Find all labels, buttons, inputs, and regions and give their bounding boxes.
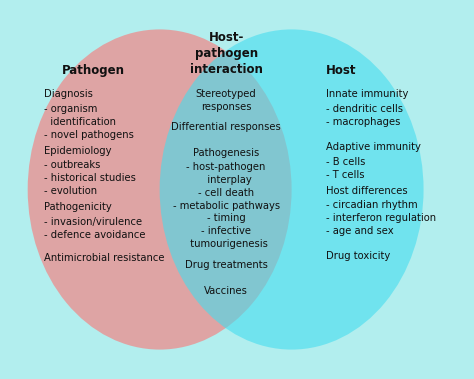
Text: - host-pathogen
  interplay
- cell death
- metabolic pathways
- timing
- infecti: - host-pathogen interplay - cell death -… — [173, 162, 280, 249]
Text: Epidemiology: Epidemiology — [44, 146, 111, 156]
Text: - circadian rhythm
- interferon regulation
- age and sex: - circadian rhythm - interferon regulati… — [326, 200, 436, 236]
Text: Host-
pathogen
interaction: Host- pathogen interaction — [190, 31, 263, 76]
Text: Vaccines: Vaccines — [204, 286, 248, 296]
Text: Diagnosis: Diagnosis — [44, 89, 92, 99]
Text: Differential responses: Differential responses — [171, 122, 281, 132]
Text: - outbreaks
- historical studies
- evolution: - outbreaks - historical studies - evolu… — [44, 160, 136, 196]
Text: - organism
  identification
- novel pathogens: - organism identification - novel pathog… — [44, 104, 134, 139]
Text: Host: Host — [326, 64, 356, 77]
Text: Pathogen: Pathogen — [62, 64, 125, 77]
Text: - invasion/virulence
- defence avoidance: - invasion/virulence - defence avoidance — [44, 217, 145, 240]
Text: Drug treatments: Drug treatments — [185, 260, 267, 271]
Text: Pathogenesis: Pathogenesis — [193, 148, 259, 158]
Text: Innate immunity: Innate immunity — [326, 89, 408, 99]
Text: - B cells
- T cells: - B cells - T cells — [326, 157, 365, 180]
Text: Antimicrobial resistance: Antimicrobial resistance — [44, 253, 164, 263]
Text: Adaptive immunity: Adaptive immunity — [326, 142, 420, 152]
Text: - dendritic cells
- macrophages: - dendritic cells - macrophages — [326, 104, 403, 127]
Text: Drug toxicity: Drug toxicity — [326, 251, 390, 262]
Ellipse shape — [160, 30, 424, 349]
Text: Stereotyped
responses: Stereotyped responses — [196, 89, 256, 112]
Text: Pathogenicity: Pathogenicity — [44, 202, 111, 212]
Text: Host differences: Host differences — [326, 186, 407, 196]
Ellipse shape — [27, 30, 292, 349]
